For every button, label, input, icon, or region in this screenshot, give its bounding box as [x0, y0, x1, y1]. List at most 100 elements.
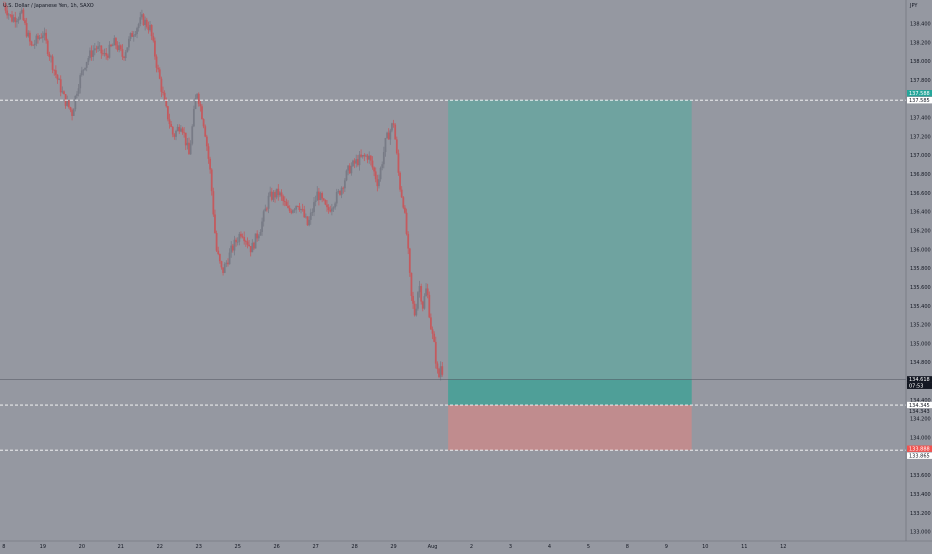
- candle: [37, 33, 39, 44]
- candle: [249, 246, 252, 257]
- time-tick-label: 11: [741, 544, 747, 550]
- candle: [157, 64, 160, 73]
- candle: [420, 283, 423, 305]
- candle: [225, 260, 228, 268]
- candle: [17, 16, 20, 24]
- candle: [322, 197, 325, 202]
- candle: [287, 200, 289, 209]
- profit-zone[interactable]: [448, 100, 692, 406]
- svg-text:07:53: 07:53: [909, 384, 923, 390]
- candle: [9, 14, 12, 18]
- candle: [145, 17, 148, 29]
- candle: [430, 313, 432, 330]
- candle: [241, 233, 244, 239]
- candle: [6, 5, 9, 19]
- candle: [308, 216, 311, 227]
- candle: [123, 55, 125, 61]
- candle: [373, 166, 375, 177]
- candle: [204, 124, 207, 138]
- candle: [366, 153, 369, 164]
- price-tick-label: 133.400: [910, 492, 931, 498]
- candles: [2, 1, 444, 381]
- position-lines: [0, 99, 906, 451]
- candle: [222, 267, 224, 276]
- candle: [165, 97, 168, 108]
- candle: [121, 44, 124, 61]
- candle: [394, 123, 397, 140]
- candle: [340, 186, 343, 199]
- candle: [339, 190, 341, 196]
- candle: [238, 231, 241, 246]
- price-tick-label: 135.000: [910, 341, 931, 347]
- candle: [436, 361, 439, 374]
- candle: [110, 43, 112, 48]
- candle: [201, 104, 203, 120]
- candle: [311, 208, 314, 216]
- svg-text:137.585: 137.585: [909, 98, 930, 104]
- candle: [395, 136, 398, 155]
- candle: [244, 239, 247, 247]
- candle: [231, 243, 234, 253]
- candle: [56, 74, 59, 84]
- candle: [162, 86, 164, 96]
- candle: [103, 48, 106, 57]
- price-tick-label: 133.200: [910, 511, 931, 517]
- candle: [61, 86, 64, 94]
- candle: [205, 134, 208, 151]
- candle: [270, 187, 273, 202]
- candle: [100, 45, 103, 59]
- candle: [335, 188, 338, 207]
- candle: [319, 191, 322, 201]
- svg-text:134.618: 134.618: [909, 377, 930, 383]
- candle: [334, 201, 337, 210]
- candle: [218, 253, 221, 264]
- candle: [408, 247, 411, 277]
- candle: [50, 54, 52, 63]
- candle: [40, 33, 43, 39]
- candle: [173, 133, 176, 140]
- target-label-top: 137.588: [907, 90, 932, 97]
- candle: [116, 41, 119, 52]
- candle: [53, 69, 56, 76]
- position-zones[interactable]: [448, 100, 692, 451]
- candle: [309, 208, 312, 225]
- candle: [382, 146, 385, 169]
- candle: [158, 67, 161, 80]
- candle: [266, 206, 268, 212]
- candle: [303, 205, 306, 218]
- candle: [95, 45, 98, 53]
- candle: [152, 32, 155, 43]
- candle: [54, 65, 57, 79]
- svg-text:133.865: 133.865: [909, 454, 930, 460]
- candle: [147, 21, 150, 34]
- candle: [417, 291, 419, 311]
- candle: [38, 34, 41, 41]
- candle: [30, 40, 33, 47]
- candle: [215, 230, 218, 252]
- candle: [358, 151, 361, 171]
- candle: [149, 20, 151, 32]
- candle: [59, 75, 62, 97]
- time-tick-label: 4: [548, 544, 551, 550]
- candle: [352, 159, 354, 168]
- candle: [76, 91, 78, 99]
- time-axis[interactable]: 8 19 20 21 22 23 25 26 27 28 29 Aug 2 3 4 5 8 9 10 11 12: [0, 540, 932, 550]
- candle: [410, 272, 413, 301]
- price-axis[interactable]: JPY138.400138.200138.000137.800137.60013…: [905, 0, 931, 541]
- candle: [413, 300, 416, 317]
- candle: [282, 194, 285, 206]
- candle: [137, 22, 140, 32]
- countdown-label: 07:53: [907, 382, 932, 390]
- candle: [240, 231, 242, 239]
- time-tick-label: 21: [118, 544, 124, 550]
- candle: [314, 195, 317, 207]
- candle: [438, 367, 440, 379]
- stop-label-top: 133.888: [907, 445, 932, 453]
- price-tick-label: 138.400: [910, 22, 931, 28]
- candle: [160, 76, 163, 98]
- candle: [230, 241, 233, 258]
- loss-zone[interactable]: [448, 405, 692, 451]
- candle: [397, 149, 400, 176]
